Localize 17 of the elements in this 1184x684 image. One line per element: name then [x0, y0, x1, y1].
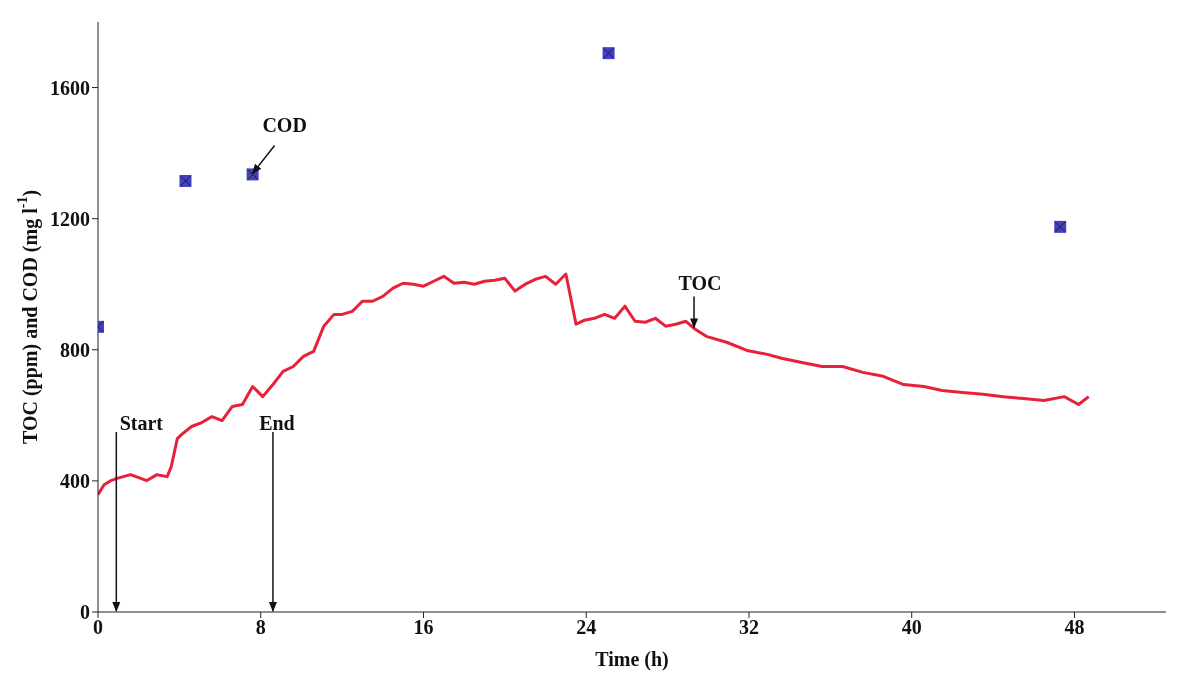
x-tick-label: 32	[738, 616, 759, 639]
ref-line-label: Start	[119, 412, 164, 434]
x-tick-label: 40	[901, 616, 922, 639]
y-tick-label: 400	[60, 469, 90, 492]
line-series	[98, 272, 1091, 497]
annotation: TOC	[678, 272, 722, 295]
x-tick-label: 8	[255, 616, 266, 639]
x-tick-label: 16	[413, 616, 434, 639]
annotation: COD	[262, 114, 307, 137]
y-tick-label: 1200	[50, 207, 90, 230]
y-tick-label: 800	[60, 338, 90, 361]
x-axis-title: Time (h)	[595, 648, 669, 671]
y-tick-label: 1600	[50, 76, 90, 99]
ref-line-label: End	[259, 412, 295, 434]
x-tick-label: 48	[1064, 616, 1085, 639]
y-tick-label: 0	[80, 601, 90, 624]
x-tick-label: 24	[576, 616, 597, 639]
